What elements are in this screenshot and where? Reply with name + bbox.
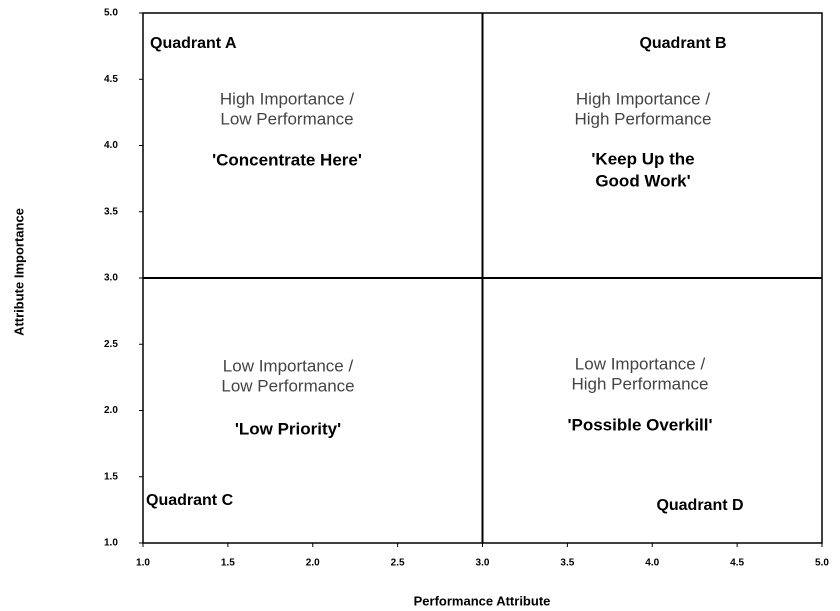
y-tick-label: 3.5 — [104, 206, 118, 217]
quadrant-description: Low Importance / — [223, 356, 354, 375]
quadrant-description: Low Performance — [220, 109, 353, 128]
y-axis-label: Attribute Importance — [11, 208, 26, 336]
x-tick-label: 4.5 — [730, 558, 744, 569]
quadrant-description: Low Importance / — [575, 354, 706, 373]
y-tick-label: 5.0 — [104, 8, 118, 19]
x-tick-label: 1.0 — [136, 558, 150, 569]
quadrant-motto: 'Low Priority' — [235, 419, 341, 438]
quadrant-description: High Importance / — [220, 89, 354, 108]
x-tick-label: 3.0 — [476, 558, 490, 569]
quadrant-description: Low Performance — [221, 376, 354, 395]
quadrant-description: High Performance — [571, 374, 708, 393]
y-tick-label: 3.0 — [104, 273, 118, 284]
quadrant-motto: 'Concentrate Here' — [212, 150, 362, 169]
x-tick-label: 2.5 — [391, 558, 405, 569]
y-tick-label: 2.5 — [104, 339, 118, 350]
x-tick-label: 1.5 — [221, 558, 235, 569]
y-tick-label: 2.0 — [104, 405, 118, 416]
x-axis-label: Performance Attribute — [414, 593, 551, 608]
quadrant-motto: 'Keep Up the — [591, 149, 694, 168]
x-tick-label: 4.0 — [645, 558, 659, 569]
quadrant-name: Quadrant C — [146, 492, 234, 509]
y-tick-label: 1.5 — [104, 471, 118, 482]
x-tick-label: 5.0 — [815, 558, 829, 569]
quadrant-motto: Good Work' — [595, 171, 690, 190]
quadrant-name: Quadrant B — [639, 35, 726, 52]
quadrant-name: Quadrant D — [656, 497, 743, 514]
y-tick-label: 4.0 — [104, 140, 118, 151]
y-tick-label: 4.5 — [104, 74, 118, 85]
y-tick-label: 1.0 — [104, 538, 118, 549]
quadrant-description: High Importance / — [576, 89, 710, 108]
quadrant-description: High Performance — [574, 109, 711, 128]
x-tick-label: 2.0 — [306, 558, 320, 569]
quadrant-name: Quadrant A — [150, 35, 237, 52]
x-tick-label: 3.5 — [560, 558, 574, 569]
quadrant-motto: 'Possible Overkill' — [567, 415, 712, 434]
